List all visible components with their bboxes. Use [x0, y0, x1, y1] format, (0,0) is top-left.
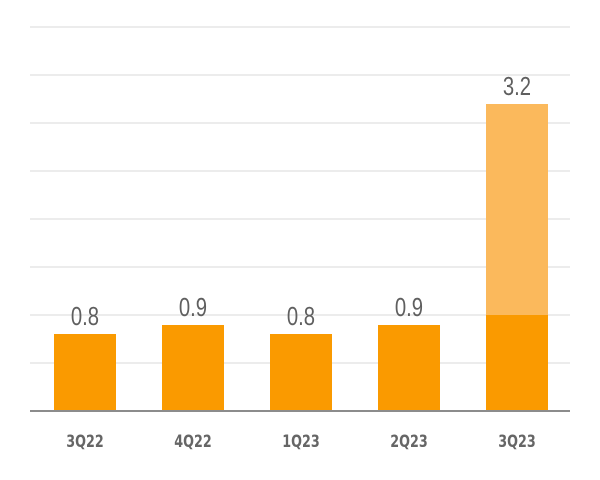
- bar-segment-increment: [486, 103, 548, 315]
- bar-2q23: [378, 324, 440, 411]
- x-tick-label: 3Q22: [66, 432, 104, 452]
- bar-segment-base: [270, 334, 332, 411]
- bar-segment-base: [162, 324, 224, 411]
- gridline: [30, 314, 570, 316]
- x-tick-label: 2Q23: [390, 432, 428, 452]
- data-label: 0.9: [178, 291, 208, 322]
- gridline: [30, 266, 570, 268]
- gridline: [30, 26, 570, 28]
- bar-1q23: [270, 334, 332, 411]
- data-label: 0.8: [70, 301, 100, 332]
- data-label: 0.8: [286, 301, 316, 332]
- bar-segment-base: [54, 334, 116, 411]
- gridline: [30, 170, 570, 172]
- bar-3q23: [486, 103, 548, 411]
- bar-3q22: [54, 334, 116, 411]
- bar-4q22: [162, 324, 224, 411]
- gridline: [30, 218, 570, 220]
- bar-segment-base: [378, 324, 440, 411]
- data-label: 0.9: [394, 291, 424, 322]
- x-tick-label: 4Q22: [174, 432, 212, 452]
- x-tick-label: 1Q23: [282, 432, 320, 452]
- gridline: [30, 122, 570, 124]
- data-label: 3.2: [502, 70, 532, 101]
- x-axis-line: [30, 410, 570, 412]
- x-tick-label: 3Q23: [498, 432, 536, 452]
- bar-segment-base: [486, 314, 548, 411]
- gridline: [30, 74, 570, 76]
